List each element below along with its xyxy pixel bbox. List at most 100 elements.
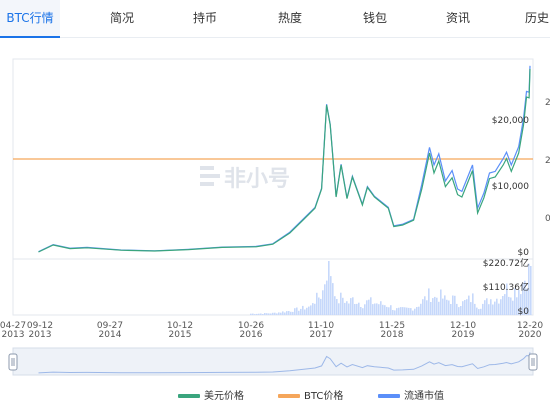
tab-overview[interactable]: 简况 [109,11,134,25]
x-tick-year: 2013 [29,330,52,340]
navigator-line [38,352,531,374]
x-tick-date: 12-10 [450,321,476,331]
tab-news[interactable]: 资讯 [445,11,470,25]
volume-bar [350,298,352,315]
volume-bar [354,304,356,315]
volume-bar [396,308,398,315]
right-axis-label-mid: 2 [545,156,550,166]
volume-bar [340,292,342,315]
volume-label-mid: $110.36亿 [483,281,529,293]
tab-wallet[interactable]: 钱包 [362,11,387,25]
volume-bar [324,284,326,315]
volume-bar [428,288,430,315]
volume-bar [422,299,424,315]
volume-bar [526,288,528,315]
volume-bar [412,310,414,315]
volume-bar [482,303,484,315]
volume-bar [516,297,518,315]
legend-item-btc-price[interactable]: BTC价格 [278,387,343,402]
tab-history[interactable]: 历史 [524,11,549,25]
volume-bar [480,308,482,315]
volume-bar [486,298,488,315]
volume-bar [478,309,480,315]
legend-item-usd-price[interactable]: 美元价格 [178,387,244,402]
volume-bar [410,308,412,315]
volume-bar [262,314,264,315]
volume-bar [312,303,314,315]
tab-popularity[interactable]: 热度 [277,11,302,25]
legend-label: BTC价格 [304,391,344,402]
volume-bar [452,295,454,315]
volume-bar [498,303,500,315]
volume-bar [392,310,394,315]
volume-bar [418,306,420,315]
legend-item-market-cap[interactable]: 流通市值 [378,387,444,402]
legend-label: 流通市值 [404,391,444,402]
volume-bar [288,311,290,315]
volume-bar [362,308,364,315]
volume-bar [266,313,268,315]
volume-bar [432,298,434,315]
volume-bar [336,299,338,315]
volume-bar [296,307,298,315]
plot-frame [12,58,534,316]
volume-bar [256,313,258,315]
volume-bar [372,304,374,315]
x-tick-date: 11-10 [308,321,334,331]
volume-bar [382,304,384,315]
x-tick-year: 2020 [519,330,542,340]
tab-holders[interactable]: 持币 [192,11,217,25]
price-chart[interactable]: 非小号 $20,000 $10,000 $0 $220.72亿 $110.36亿… [0,37,550,385]
volume-bar [468,295,470,315]
volume-bar [436,297,438,315]
volume-bar [344,302,346,315]
volume-bar [322,290,324,315]
volume-bar [512,300,514,315]
volume-bar [430,302,432,315]
range-navigator[interactable] [8,347,538,376]
legend-swatch-mcap [378,394,400,398]
price-label-20000: $20,000 [492,116,529,126]
volume-bar [258,313,260,315]
navigator-left-handle[interactable] [8,353,18,371]
x-tick-date: 12-20 [517,321,543,331]
volume-bar [252,313,254,315]
volume-bar [518,289,520,315]
volume-bar [424,296,426,315]
volume-bar [334,296,336,315]
volume-bar [338,303,340,315]
volume-bar [444,295,446,315]
volume-bar [508,296,510,315]
volume-bar [280,312,282,315]
volume-bar [310,305,312,315]
volume-bar [380,301,382,315]
volume-bar [476,307,478,315]
volume-bar [394,310,396,315]
volume-bar [328,261,330,315]
volume-bar [308,306,310,315]
volume-bar [492,304,494,315]
volume-bar [348,303,350,315]
volume-bar [318,297,320,315]
x-axis: 04-27 2013 09-12 2013 09-27 2014 10-12 2… [0,321,543,340]
volume-bar [528,263,530,315]
volume-bar [260,313,262,315]
volume-bar [458,307,460,315]
navigator-track[interactable] [12,347,534,376]
volume-bar [386,306,388,315]
volume-bar [470,302,472,315]
volume-bar [314,303,316,315]
right-axis-label-top: 2 [545,98,550,108]
volume-bar [390,305,392,315]
volume-bar [464,300,466,315]
right-axis-label-bottom: 0 [545,214,550,224]
volume-bar [440,289,442,315]
volume-bar [414,308,416,315]
volume-bar [462,301,464,315]
volume-bar [490,299,492,315]
volume-bar [456,303,458,315]
volume-bar [416,307,418,315]
volume-bar [510,297,512,315]
navigator-right-handle[interactable] [528,353,538,371]
tab-btc-market[interactable]: BTC行情 [0,0,60,38]
